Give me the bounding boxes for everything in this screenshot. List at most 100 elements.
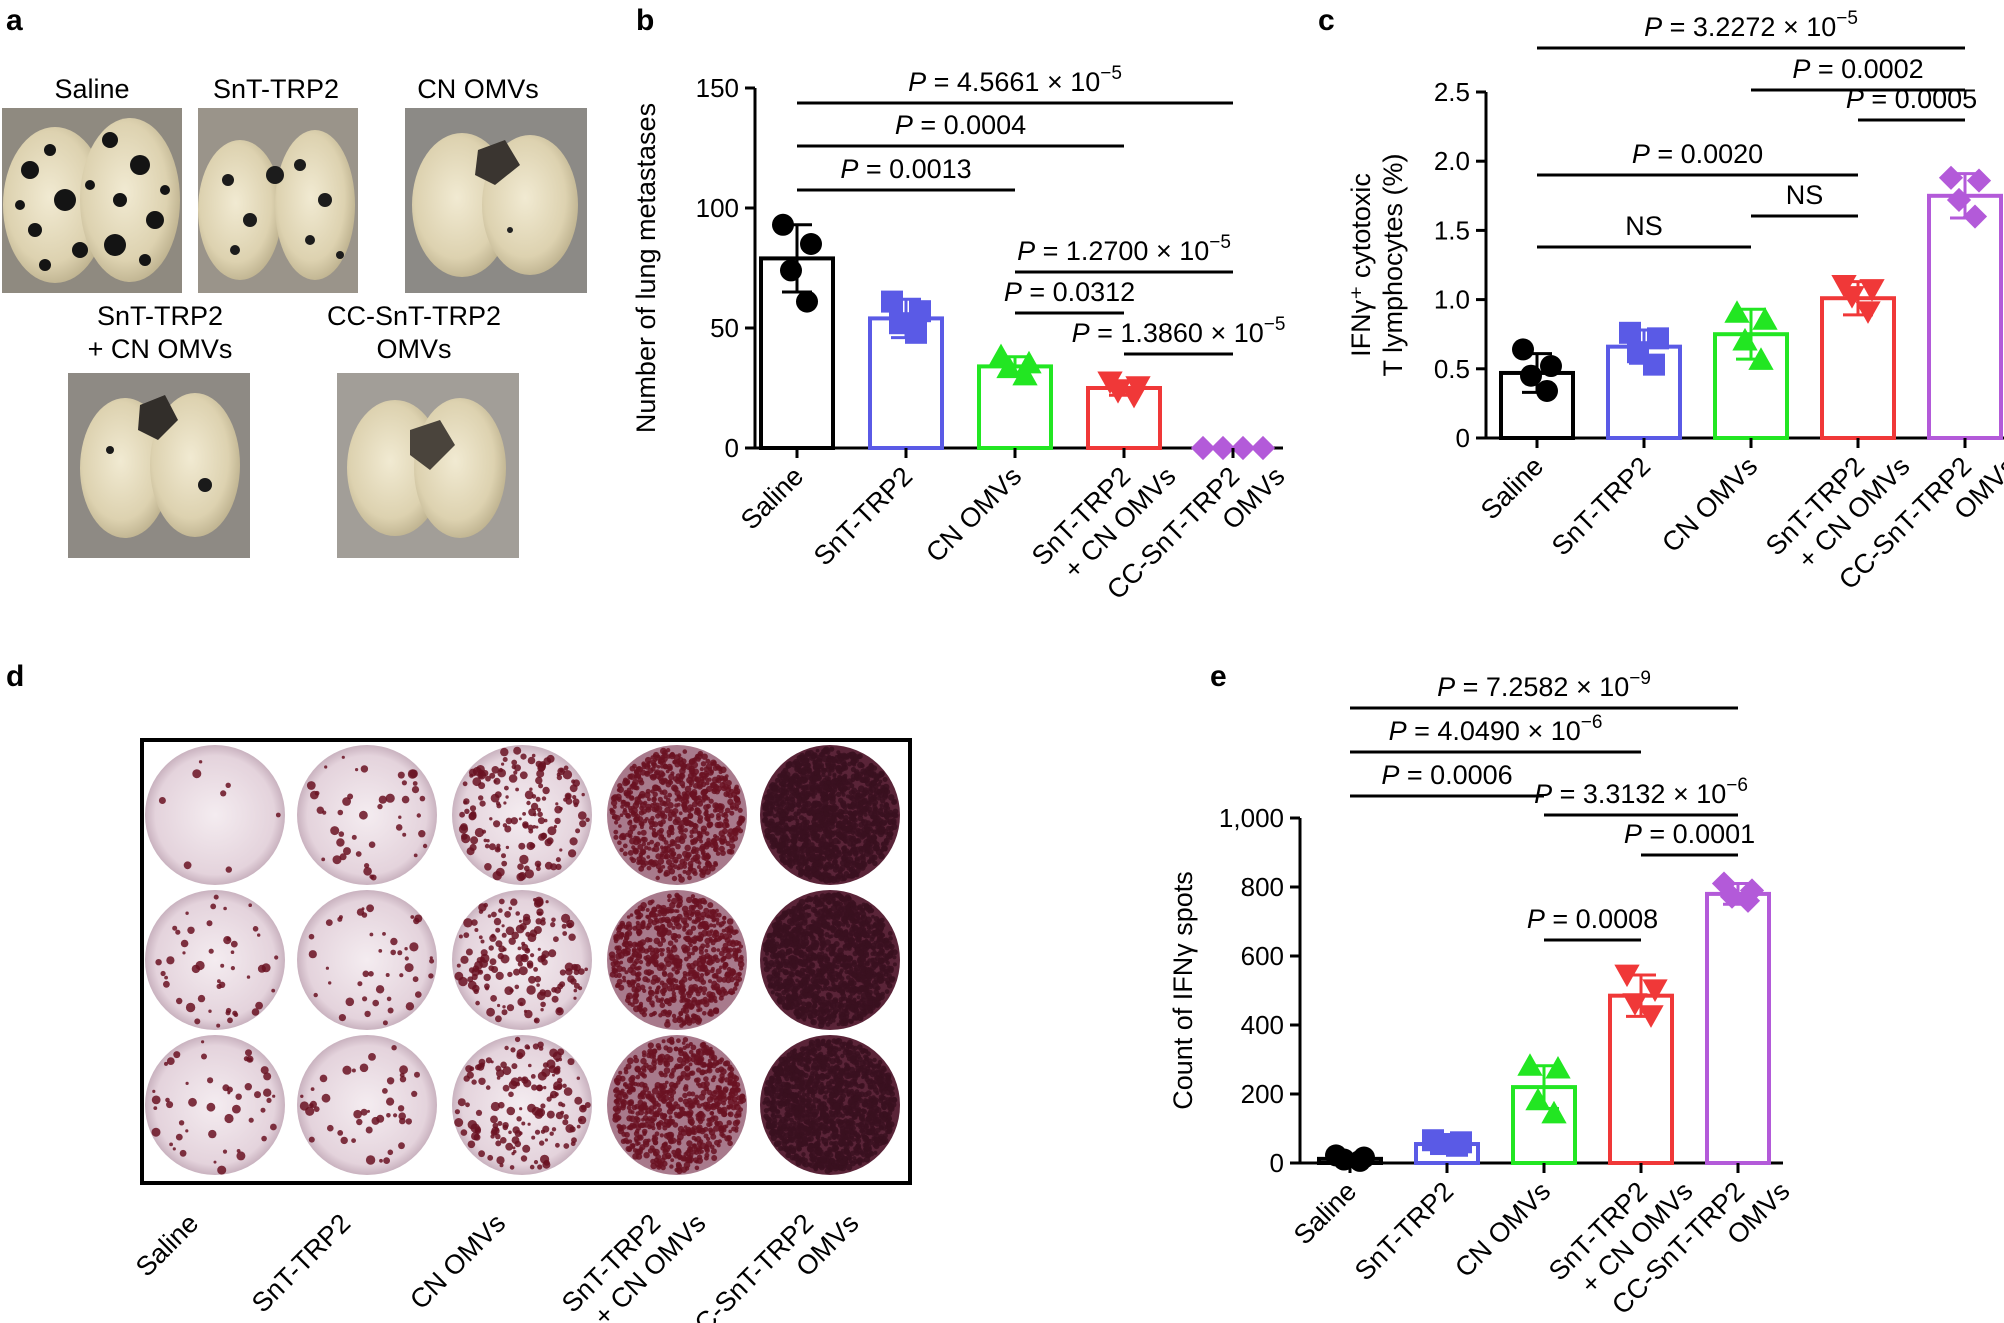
well-spot [671, 996, 676, 1002]
well-spot [646, 855, 651, 859]
well-spot [728, 788, 735, 795]
well-spot [835, 764, 842, 771]
well-spot [719, 921, 725, 927]
well-spot [687, 772, 695, 780]
well-spot [671, 991, 676, 996]
well-spot [806, 956, 811, 961]
well-spot [718, 830, 726, 837]
well-spot [619, 922, 626, 929]
well-spot [521, 954, 528, 961]
well-spot [624, 832, 630, 838]
well-spot [532, 1043, 540, 1050]
well-spot [614, 814, 621, 822]
well-spot [799, 792, 803, 797]
well-spot [707, 1010, 715, 1017]
well-spot [807, 913, 812, 918]
well-spot [856, 995, 861, 1000]
well-spot [679, 767, 686, 775]
well-spot [811, 794, 816, 799]
well-spot [404, 947, 408, 951]
well-spot [850, 972, 857, 978]
well-spot [501, 853, 506, 859]
well-spot [573, 988, 578, 993]
well-spot [491, 1126, 500, 1136]
well-spot [771, 983, 776, 989]
well-spot [222, 1149, 228, 1154]
well-spot [850, 804, 855, 808]
well-spot [804, 864, 811, 871]
well-spot [459, 811, 465, 818]
well-spot [634, 988, 640, 994]
photo-snt-trp2-cn-omvs: SnT-TRP2 + CN OMVs [68, 301, 250, 558]
well-spot [563, 1087, 573, 1096]
well-spot [523, 1079, 532, 1088]
well-spot [877, 951, 884, 957]
well-spot [704, 812, 709, 817]
well-spot [376, 1114, 385, 1123]
well-spot [372, 999, 380, 1007]
well-spot [397, 1105, 405, 1112]
well-spot [645, 925, 650, 931]
well-spot [860, 763, 865, 767]
well-spot [325, 919, 333, 926]
photo-label: CN OMVs [417, 74, 539, 104]
well-spot [844, 920, 849, 925]
well-spot [475, 1000, 480, 1006]
well-spot [386, 1113, 391, 1118]
well-spot [222, 1084, 230, 1092]
well-spot [690, 951, 695, 956]
well-spot [860, 997, 866, 1003]
well-spot [401, 795, 410, 804]
well-spot [677, 873, 682, 878]
well-spot [185, 911, 189, 915]
well-spot [773, 807, 779, 812]
well-spot [879, 917, 885, 923]
well-spot [706, 960, 711, 965]
well-spot [727, 798, 734, 806]
well-spot [506, 1004, 515, 1012]
well-spot [551, 917, 556, 923]
well-spot [782, 1003, 789, 1010]
well-spot [160, 970, 166, 977]
well-spot [508, 774, 518, 783]
well-spot [877, 957, 883, 963]
well-spot [795, 978, 799, 983]
well-spot [471, 1079, 477, 1085]
well-spot [485, 775, 491, 782]
well-spot [725, 840, 731, 847]
well-spot [535, 796, 541, 802]
well-spot [867, 765, 873, 771]
well-spot [223, 906, 227, 911]
well-spot [470, 810, 477, 817]
well-spot [799, 856, 805, 862]
well-spot [632, 824, 637, 829]
well-spot [671, 875, 678, 882]
well-spot [796, 970, 803, 977]
well-spot [411, 1090, 418, 1097]
well-spot [861, 853, 866, 858]
well-spot [637, 794, 643, 799]
well-spot [798, 995, 803, 1000]
well-spot [546, 837, 554, 845]
well-spot [776, 971, 781, 976]
well-spot [495, 867, 505, 877]
well-spot [654, 988, 660, 993]
well-spot [691, 945, 699, 953]
well-spot [697, 861, 702, 865]
well-spot [819, 875, 824, 881]
well-spot [726, 918, 734, 925]
well-spot [663, 801, 669, 807]
well-spot [559, 768, 564, 773]
well-spot [644, 756, 652, 764]
well-spot [503, 801, 507, 805]
well-spot [565, 968, 573, 976]
well-spot [682, 763, 688, 768]
well-spot [857, 956, 862, 961]
well-spot [493, 917, 502, 926]
well-spot [773, 838, 778, 842]
well-spot [837, 947, 844, 955]
well-spot [798, 952, 805, 958]
well-spot [793, 859, 799, 865]
well-spot [849, 783, 855, 789]
well-spot [810, 866, 817, 873]
